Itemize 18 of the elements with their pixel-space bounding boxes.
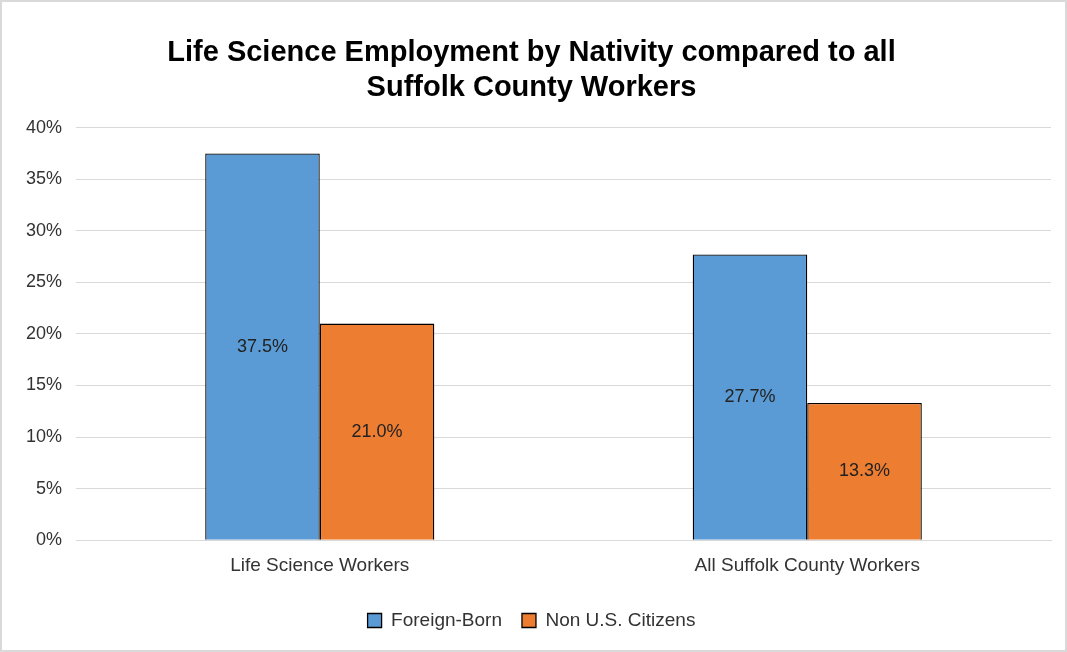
legend-label: Foreign-Born [391, 608, 502, 630]
y-tick-label: 35% [26, 168, 63, 189]
y-tick-label: 40% [26, 116, 63, 137]
x-tick-label: Life Science Workers [230, 553, 410, 575]
y-tick-label: 25% [26, 271, 63, 292]
data-label: 37.5% [236, 335, 289, 356]
x-tick-label: All Suffolk County Workers [694, 553, 920, 575]
y-tick-label: 15% [26, 374, 63, 395]
legend-label: Non U.S. Citizens [545, 608, 696, 630]
y-tick-label: 5% [36, 477, 63, 498]
data-label: 21.0% [351, 420, 403, 441]
data-label: 27.7% [724, 386, 776, 407]
chart-title: Life Science Employment by Nativity compared to all Suffolk County Workers [167, 35, 896, 103]
y-tick-label: 30% [26, 219, 63, 240]
y-tick-label: 20% [26, 322, 63, 343]
data-label: 13.3% [839, 460, 891, 481]
y-tick-label: 0% [36, 529, 63, 550]
y-tick-label: 10% [26, 426, 63, 447]
